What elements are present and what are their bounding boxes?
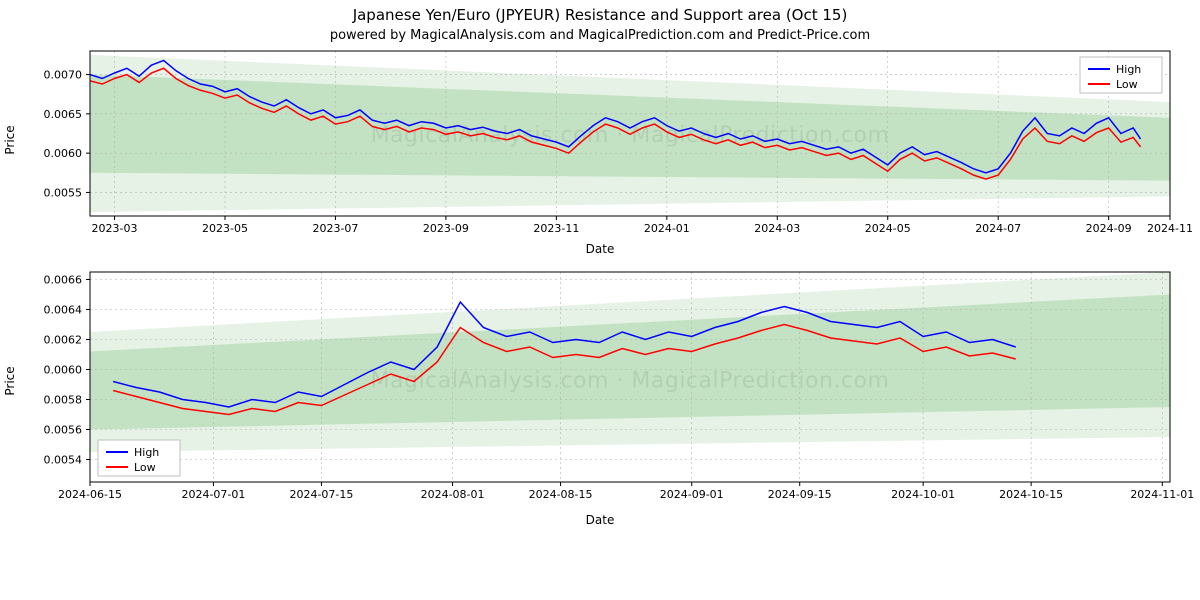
y-axis-label-top: Price bbox=[3, 125, 17, 154]
x-tick-label: 2024-09-15 bbox=[768, 488, 832, 501]
y-tick-label: 0.0054 bbox=[44, 454, 83, 467]
y-tick-label: 0.0060 bbox=[44, 364, 83, 377]
x-tick-label: 2024-07-01 bbox=[181, 488, 245, 501]
y-axis-label-bottom: Price bbox=[3, 366, 17, 395]
page-root: Japanese Yen/Euro (JPYEUR) Resistance an… bbox=[0, 0, 1200, 600]
bottom-panel: Price MagicalAnalysis.com · MagicalPredi… bbox=[0, 266, 1200, 566]
x-tick-label: 2024-03 bbox=[754, 222, 800, 235]
bottom-chart-svg: MagicalAnalysis.com · MagicalPrediction.… bbox=[0, 266, 1200, 511]
x-tick-label: 2024-08-01 bbox=[421, 488, 485, 501]
y-tick-label: 0.0056 bbox=[44, 424, 83, 437]
x-axis-label-top: Date bbox=[0, 242, 1200, 256]
legend-label-high: High bbox=[134, 446, 159, 459]
y-tick-label: 0.0055 bbox=[44, 186, 83, 199]
legend: High Low bbox=[1080, 57, 1162, 93]
top-panel: Price MagicalAnalysis.com · MagicalPredi… bbox=[0, 45, 1200, 260]
x-tick-label: 2024-05 bbox=[865, 222, 911, 235]
y-tick-label: 0.0070 bbox=[44, 69, 83, 82]
x-tick-label: 2024-08-15 bbox=[529, 488, 593, 501]
x-tick-label: 2023-05 bbox=[202, 222, 248, 235]
titles-block: Japanese Yen/Euro (JPYEUR) Resistance an… bbox=[0, 0, 1200, 45]
x-tick-label: 2024-01 bbox=[644, 222, 690, 235]
x-tick-label: 2024-10-01 bbox=[891, 488, 955, 501]
y-tick-label: 0.0060 bbox=[44, 147, 83, 160]
x-tick-label: 2024-10-15 bbox=[999, 488, 1063, 501]
watermark-text: MagicalAnalysis.com · MagicalPrediction.… bbox=[371, 369, 890, 394]
y-tick-label: 0.0066 bbox=[44, 274, 83, 287]
x-tick-label: 2023-11 bbox=[533, 222, 579, 235]
x-tick-label: 2024-06-15 bbox=[58, 488, 122, 501]
chart-subtitle: powered by MagicalAnalysis.com and Magic… bbox=[0, 24, 1200, 45]
legend-label-low: Low bbox=[1116, 78, 1138, 91]
x-tick-label: 2023-09 bbox=[423, 222, 469, 235]
y-tick-label: 0.0062 bbox=[44, 334, 83, 347]
x-tick-label: 2023-07 bbox=[312, 222, 358, 235]
x-tick-label: 2024-11-01 bbox=[1130, 488, 1194, 501]
x-tick-label: 2024-07-15 bbox=[289, 488, 353, 501]
x-tick-label: 2023-03 bbox=[92, 222, 138, 235]
x-tick-label: 2024-11 bbox=[1147, 222, 1193, 235]
y-tick-label: 0.0064 bbox=[44, 304, 83, 317]
x-axis-label-bottom: Date bbox=[0, 513, 1200, 527]
x-tick-label: 2024-07 bbox=[975, 222, 1021, 235]
y-tick-label: 0.0065 bbox=[44, 108, 83, 121]
legend: High Low bbox=[98, 440, 180, 476]
chart-title: Japanese Yen/Euro (JPYEUR) Resistance an… bbox=[0, 0, 1200, 24]
x-tick-label: 2024-09 bbox=[1086, 222, 1132, 235]
legend-label-high: High bbox=[1116, 63, 1141, 76]
legend-label-low: Low bbox=[134, 461, 156, 474]
top-chart-svg: MagicalAnalysis.com · MagicalPrediction.… bbox=[0, 45, 1200, 240]
x-tick-label: 2024-09-01 bbox=[660, 488, 724, 501]
y-tick-label: 0.0058 bbox=[44, 394, 83, 407]
